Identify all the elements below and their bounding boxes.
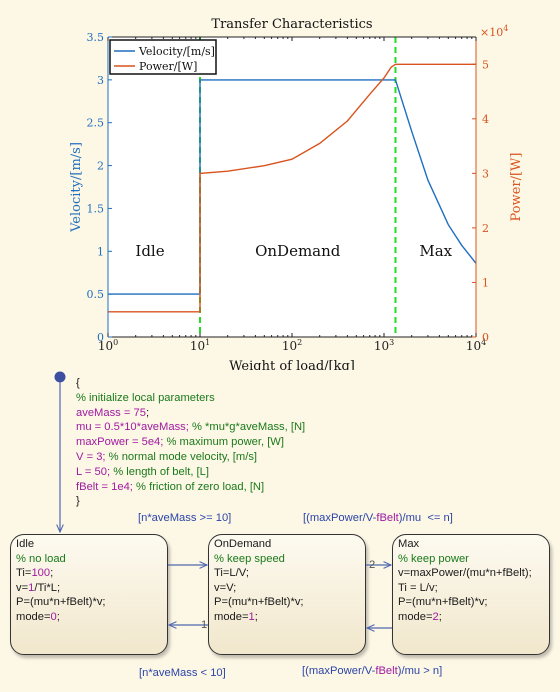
- init-code-line: mu = 0.5*10*aveMass; % *mu*g*aveMass, [N…: [76, 421, 306, 434]
- legend-box: [109, 39, 217, 75]
- priority-1-label: 1: [201, 619, 208, 631]
- state-max-line: mode=2;: [398, 610, 442, 623]
- transition-arrows: [54, 371, 392, 692]
- init-code-line: V = 3; % normal mode velocity, [m/s]: [76, 450, 258, 463]
- label-max-to-ondemand[interactable]: [(maxPower/V-fBelt)/mu > n]: [302, 665, 443, 677]
- y-right-exponent: ×104: [480, 24, 508, 39]
- state-ondemand-line: OnDemand: [214, 538, 272, 550]
- y-left-tick-label: 1.5: [87, 202, 105, 215]
- y-left-axis-label: Velocity/[m/s]: [69, 142, 84, 233]
- state-ondemand-line: P=(mu*n+fBelt)*v;: [214, 596, 304, 609]
- state-idle-line: mode=0;: [16, 610, 60, 623]
- init-code-line: aveMass = 75;: [76, 406, 150, 419]
- region-label-idle: Idle: [135, 242, 164, 260]
- init-code-line: {: [76, 377, 80, 389]
- region-label-ondemand: OnDemand: [255, 242, 341, 260]
- y-right-tick-label: 3: [482, 167, 489, 180]
- y-right-tick-label: 4: [482, 113, 489, 126]
- y-left-tick-label: 3: [97, 74, 104, 87]
- init-code-line: fBelt = 1e4; % friction of zero load, [N…: [76, 480, 265, 493]
- state-ondemand-line: mode=1;: [214, 610, 258, 623]
- state-idle-line: Ti=100;: [16, 567, 54, 580]
- chart-title: Transfer Characteristics: [211, 17, 372, 32]
- state-ondemand-line: % keep speed: [214, 552, 285, 565]
- x-tick-label: 100: [98, 338, 118, 353]
- init-code-line: maxPower = 5e4; % maximum power, [W]: [76, 436, 284, 449]
- y-left-tick-label: 0: [97, 331, 104, 344]
- state-max-line: Max: [398, 538, 420, 550]
- legend-label: Power/[W]: [139, 60, 197, 73]
- state-max-line: Ti = L/v;: [398, 581, 438, 594]
- state-max-line: P=(mu*n+fBelt)*v;: [398, 596, 488, 609]
- plot-area: [108, 37, 476, 337]
- series-line-power: [108, 63, 476, 313]
- y-right-tick-label: 5: [482, 58, 489, 71]
- state-ondemand-line: v=V;: [214, 581, 237, 594]
- init-code-line: L = 50; % length of belt, [L]: [76, 465, 209, 478]
- state-max-line: % keep power: [398, 552, 469, 565]
- y-left-tick-label: 0.5: [87, 288, 105, 301]
- y-left-tick-label: 3.5: [87, 31, 105, 44]
- state-idle-line: v=1/Ti*L;: [16, 581, 61, 594]
- state-ondemand[interactable]: OnDemand % keep speed Ti=L/V; v=V; P=(mu*n+f…: [208, 534, 366, 655]
- state-idle[interactable]: Idle % no load Ti=100; v=1/Ti*L; P=(mu*n+fBe…: [10, 534, 168, 655]
- init-code-block: { % initialize local parameters aveMass = …: [76, 376, 305, 509]
- state-ondemand-line: Ti=L/V;: [214, 567, 249, 580]
- y-left-tick-label: 1: [97, 245, 104, 258]
- state-max[interactable]: Max % keep power v=maxPower/(mu*n+fBelt); T…: [392, 534, 550, 655]
- init-code-line: }: [76, 495, 80, 508]
- x-tick-label: 104: [466, 338, 486, 353]
- init-code-line: % initialize local parameters: [76, 391, 215, 404]
- state-max-line: v=maxPower/(mu*n+fBelt);: [398, 567, 532, 580]
- x-tick-label: 102: [282, 338, 302, 353]
- y-left-tick-label: 2.5: [87, 117, 105, 130]
- x-tick-label: 103: [374, 338, 394, 353]
- x-axis-label: Weight of load/[kg]: [229, 359, 355, 370]
- state-idle-line: % no load: [16, 552, 66, 565]
- y-right-axis-label: Power/[W]: [509, 153, 524, 222]
- x-tick-label: 101: [190, 338, 210, 353]
- state-idle-line: Idle: [16, 538, 35, 550]
- transfer-characteristics-chart: 100 101 102 103 10400.511.522.533.5012345×10…: [69, 17, 524, 370]
- label-idle-to-ondemand[interactable]: [n*aveMass >= 10]: [138, 512, 232, 524]
- priority-2-label: 2: [369, 559, 376, 571]
- y-right-tick-label: 0: [482, 331, 489, 344]
- legend-label: Velocity/[m/s]: [138, 45, 215, 58]
- default-transition-dot[interactable]: [54, 371, 66, 383]
- y-right-tick-label: 2: [482, 222, 489, 235]
- region-label-max: Max: [419, 242, 452, 260]
- y-left-tick-label: 2: [97, 160, 104, 173]
- state-idle-line: P=(mu*n+fBelt)*v;: [16, 596, 106, 609]
- label-ondemand-to-max[interactable]: [(maxPower/V-fBelt)/mu <= n]: [303, 512, 453, 524]
- y-right-tick-label: 1: [482, 276, 489, 289]
- label-ondemand-to-idle[interactable]: [n*aveMass < 10]: [139, 667, 226, 679]
